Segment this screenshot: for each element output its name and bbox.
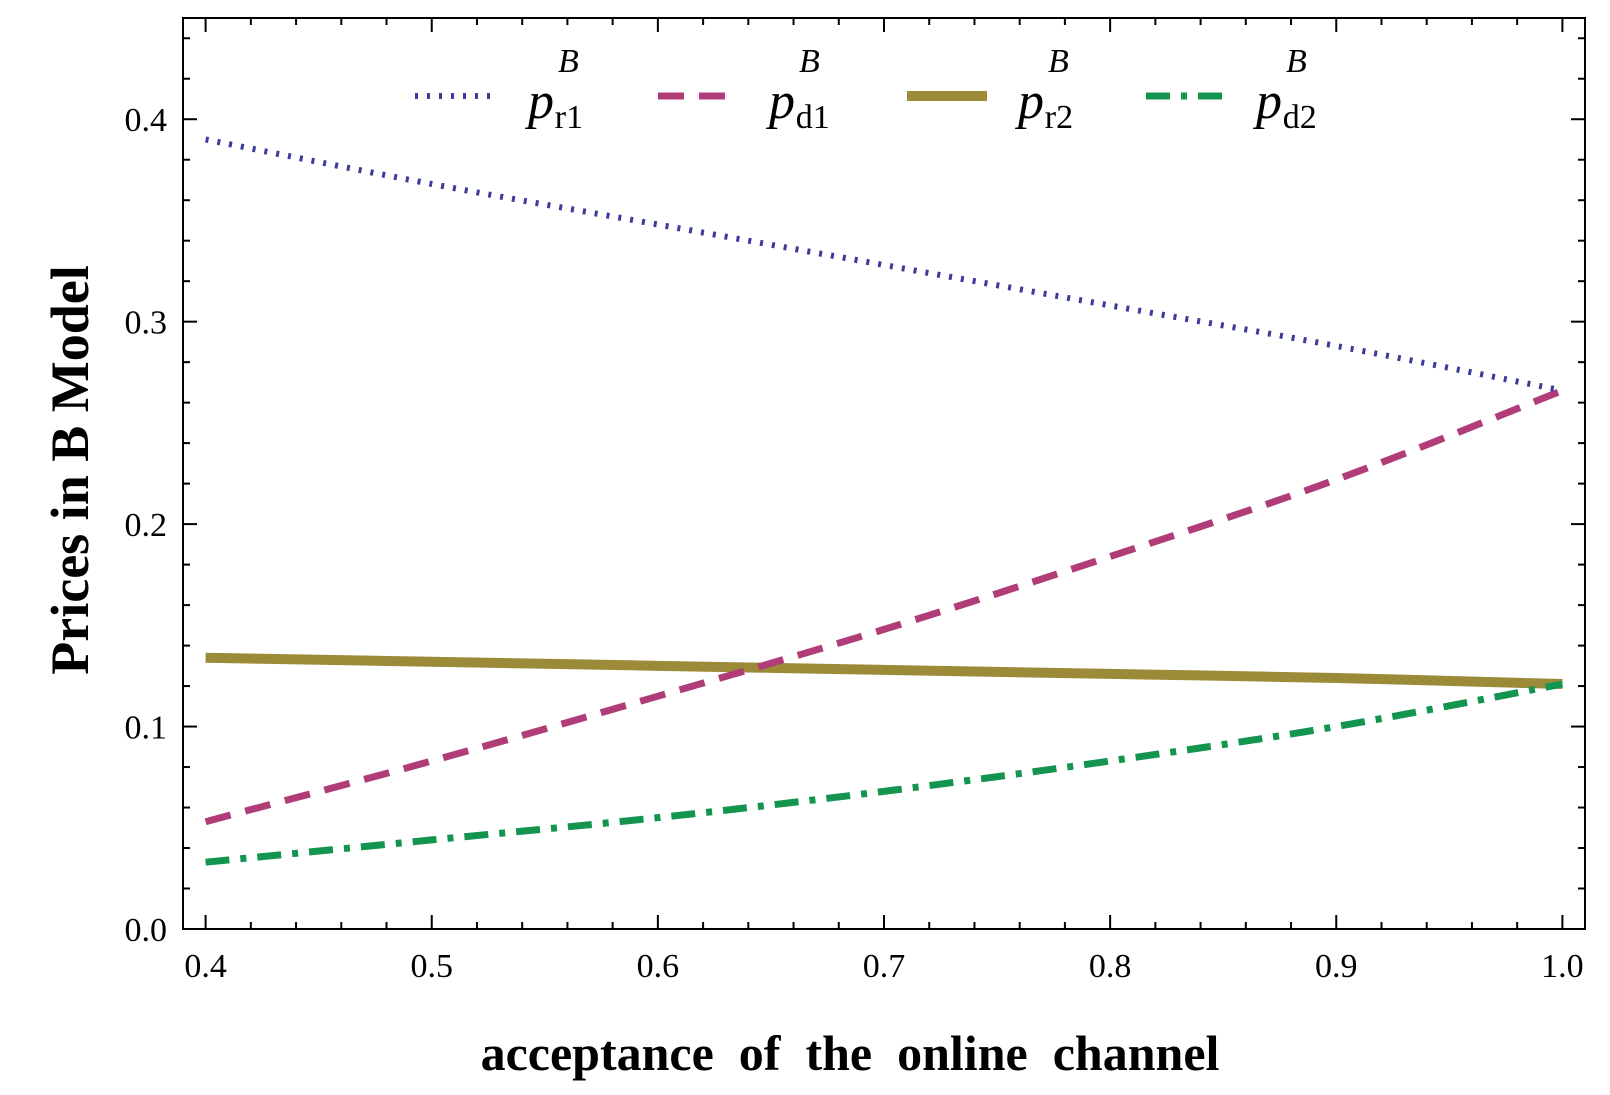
series-line-pr1 (205, 136, 1563, 394)
legend-label: pB r2 (1014, 43, 1073, 136)
x-tick-label: 1.0 (1541, 948, 1584, 985)
x-tick-label: 0.4 (184, 948, 227, 985)
axis-ticks (183, 18, 1585, 930)
y-tick-label: 0.0 (125, 912, 168, 949)
legend-item-pd1: pB d1 (658, 43, 830, 136)
y-tick-label: 0.4 (125, 102, 168, 139)
x-tick-label: 0.8 (1089, 948, 1132, 985)
x-axis-title: acceptance of the online channel (481, 1025, 1220, 1081)
y-tick-labels: 0.0 0.1 0.2 0.3 0.4 (125, 102, 168, 949)
y-tick-label: 0.2 (125, 507, 168, 544)
legend-item-pd2: pB d2 (1146, 43, 1317, 136)
series-line-pr2 (205, 652, 1563, 690)
x-tick-label: 0.9 (1315, 948, 1358, 985)
y-tick-label: 0.3 (125, 305, 168, 342)
legend-label: pB d2 (1252, 43, 1317, 136)
series-line-pd1 (204, 387, 1564, 826)
x-tick-label: 0.7 (863, 948, 906, 985)
legend-label: pB d1 (765, 43, 830, 136)
legend-label: pB r1 (524, 43, 583, 136)
y-axis-title: Prices in B Model (40, 265, 100, 674)
series-line-pd2 (205, 680, 1564, 866)
x-tick-label: 0.6 (637, 948, 680, 985)
legend: pB r1 pB d1 pB r2 pB d2 (415, 43, 1317, 136)
legend-item-pr1: pB r1 (415, 43, 583, 136)
x-tick-labels: 0.4 0.5 0.6 0.7 0.8 0.9 1.0 (184, 948, 1583, 985)
y-tick-label: 0.1 (125, 710, 168, 747)
x-tick-label: 0.5 (410, 948, 453, 985)
series-lines (204, 136, 1564, 866)
legend-item-pr2: pB r2 (907, 43, 1073, 136)
